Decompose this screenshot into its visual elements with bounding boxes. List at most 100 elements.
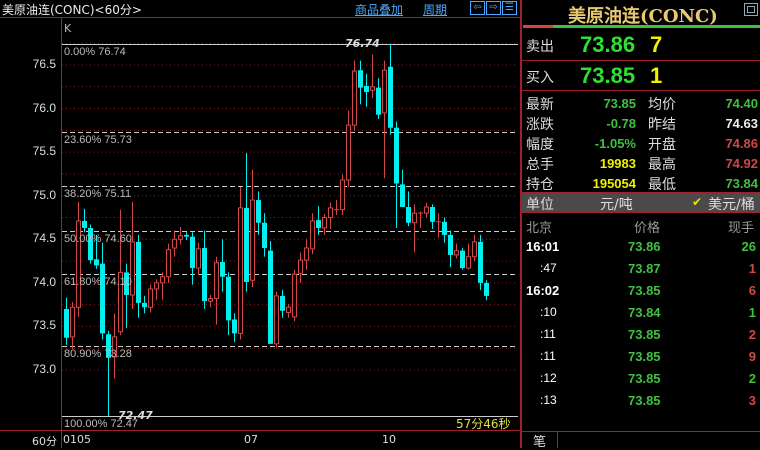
stat-value: 195054 bbox=[592, 176, 636, 191]
candle-body bbox=[400, 184, 405, 208]
fib-label: 61.80% 74.10 bbox=[64, 275, 132, 288]
fib-label: 50.00% 74.60 bbox=[64, 232, 132, 245]
candle-body bbox=[172, 238, 177, 249]
indicator-label: K bbox=[64, 22, 72, 35]
candle-body bbox=[370, 86, 375, 91]
tick-time: :13 bbox=[540, 393, 557, 407]
candle-body bbox=[310, 220, 315, 250]
fib-label: 100.00% 72.47 bbox=[64, 417, 139, 430]
candle-body bbox=[268, 250, 273, 344]
candle-body bbox=[340, 179, 345, 211]
stat-value: 74.92 bbox=[725, 156, 758, 171]
y-tick: 76.5 bbox=[32, 57, 56, 71]
candle-body bbox=[202, 247, 207, 302]
y-tick: 74.0 bbox=[32, 274, 56, 289]
candle-body bbox=[196, 248, 201, 269]
bid-label: 买入 bbox=[526, 70, 554, 86]
candle-body bbox=[286, 306, 291, 313]
tab-trades[interactable]: 笔 bbox=[522, 431, 558, 450]
tick-price: 73.85 bbox=[628, 327, 661, 342]
candle-body bbox=[184, 234, 189, 237]
candle-body bbox=[454, 250, 459, 256]
unit-label: 单位 bbox=[526, 197, 554, 213]
stat-value: 73.85 bbox=[603, 96, 636, 111]
tick-time: :11 bbox=[540, 349, 556, 363]
period-link[interactable]: 周期 bbox=[423, 3, 448, 17]
bid-ask-ratio-bar-red bbox=[523, 25, 553, 28]
stat-value: -0.78 bbox=[606, 116, 636, 131]
candle-body bbox=[478, 241, 483, 283]
candle-body bbox=[100, 263, 105, 334]
candle-body bbox=[106, 334, 111, 358]
candle-body bbox=[82, 220, 87, 228]
arrow-left-icon[interactable]: ⇦ bbox=[470, 1, 485, 15]
stat-value: 74.63 bbox=[725, 116, 758, 131]
candle-body bbox=[220, 261, 225, 277]
candle-body bbox=[262, 222, 267, 248]
y-tick: 73.0 bbox=[32, 361, 56, 376]
tick-header-volume: 现手 bbox=[728, 221, 755, 236]
tick-header-time: 北京 bbox=[526, 221, 553, 236]
fib-label: 38.20% 75.11 bbox=[64, 187, 132, 200]
candle-body bbox=[154, 282, 159, 290]
y-tick: 75.5 bbox=[32, 144, 56, 159]
candlestick-chart[interactable] bbox=[0, 0, 520, 448]
tick-time: :47 bbox=[540, 261, 557, 275]
tick-volume: 3 bbox=[748, 393, 756, 408]
candle-body bbox=[292, 273, 297, 318]
tick-price: 73.85 bbox=[628, 283, 661, 298]
arrow-right-icon[interactable]: ⇨ bbox=[486, 1, 501, 15]
high-price-label: 76.74 bbox=[345, 37, 380, 50]
ask-volume: 7 bbox=[650, 32, 663, 57]
stat-label: 开盘 bbox=[648, 137, 676, 153]
candle-body bbox=[136, 241, 141, 303]
candle-body bbox=[346, 124, 351, 181]
candle-body bbox=[424, 206, 429, 214]
stat-label: 总手 bbox=[526, 157, 554, 173]
candle-body bbox=[448, 234, 453, 255]
quote-title: 美原油连(CONC) bbox=[568, 6, 718, 27]
candle-body bbox=[304, 247, 309, 261]
x-tick: 07 bbox=[244, 433, 258, 446]
overlay-link[interactable]: 商品叠加 bbox=[355, 3, 404, 17]
candle-body bbox=[94, 259, 99, 266]
y-tick: 74.5 bbox=[32, 231, 56, 246]
candle-body bbox=[124, 272, 129, 296]
candle-body bbox=[358, 70, 363, 88]
candle-body bbox=[472, 241, 477, 258]
unit-cny-option[interactable]: 元/吨 bbox=[600, 197, 633, 213]
tick-volume: 2 bbox=[748, 327, 756, 342]
candle-body bbox=[394, 127, 399, 184]
candle-body bbox=[244, 207, 249, 282]
candle-body bbox=[142, 302, 147, 308]
ask-price: 73.86 bbox=[580, 32, 636, 57]
layout-icon[interactable]: ☰ bbox=[502, 1, 517, 15]
stat-label: 最低 bbox=[648, 177, 676, 193]
maximize-icon[interactable] bbox=[744, 3, 758, 16]
candle-body bbox=[76, 220, 81, 308]
candle-body bbox=[352, 70, 357, 126]
stat-label: 幅度 bbox=[526, 137, 554, 153]
candle-body bbox=[280, 295, 285, 311]
stat-value: -1.05% bbox=[594, 136, 636, 151]
tick-time: :10 bbox=[540, 305, 557, 319]
stat-value: 73.84 bbox=[725, 176, 758, 191]
chart-header: 美原油连(CONC)<60分> 商品叠加 周期 ⇦ ⇨ ☰ bbox=[0, 0, 520, 18]
candle-body bbox=[226, 276, 231, 321]
tick-price: 73.87 bbox=[628, 261, 661, 276]
unit-usd-option[interactable]: 美元/桶 bbox=[708, 197, 755, 213]
candle-body bbox=[466, 256, 471, 269]
quote-panel: 美原油连(CONC) 卖出 73.86 7 买入 73.85 1 最新 73.8… bbox=[520, 0, 760, 450]
x-tick: 10 bbox=[382, 433, 396, 446]
tick-header-price: 价格 bbox=[634, 221, 661, 236]
stat-label: 最新 bbox=[526, 97, 554, 113]
tick-price: 73.84 bbox=[628, 305, 661, 320]
unit-selector: 单位 元/吨 ✔ 美元/桶 bbox=[522, 192, 760, 213]
candle-body bbox=[484, 282, 489, 296]
tick-time: 16:02 bbox=[526, 283, 560, 298]
candle-body bbox=[160, 276, 165, 284]
tick-volume: 6 bbox=[748, 283, 756, 298]
stat-value: 74.40 bbox=[725, 96, 758, 111]
bid-price: 73.85 bbox=[580, 63, 636, 88]
fib-label: 0.00% 76.74 bbox=[64, 45, 126, 58]
